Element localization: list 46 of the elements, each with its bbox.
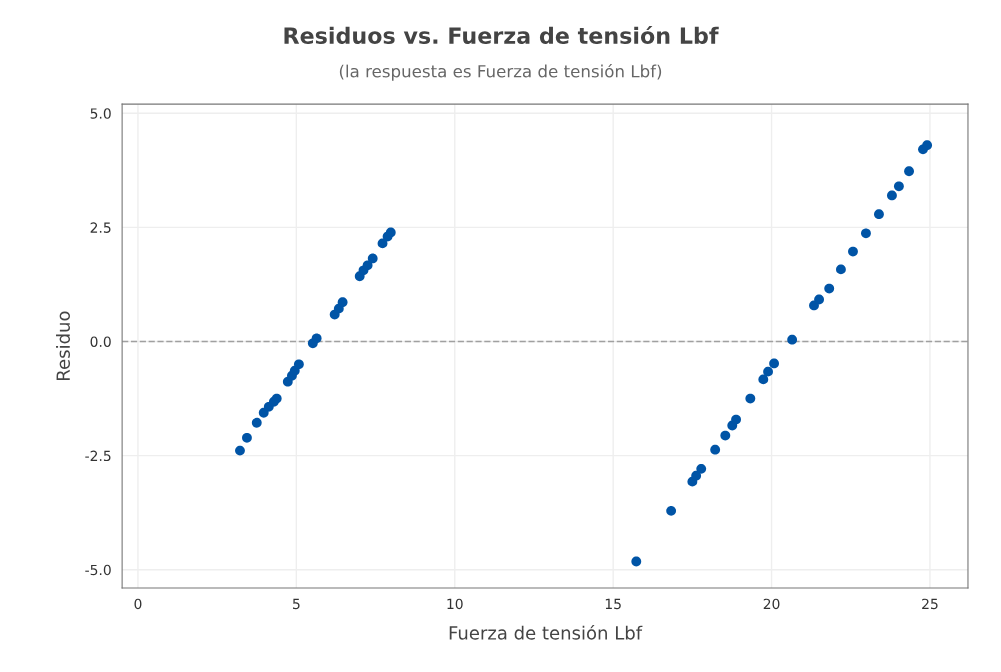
point [293,359,304,370]
y-tick-label: 2.5 [90,222,111,233]
point [904,166,914,177]
point [769,358,779,369]
point [362,260,373,271]
point [710,444,721,455]
point [814,294,824,305]
point [691,470,702,481]
point [242,432,252,443]
point [874,209,884,220]
point [251,417,262,428]
chart-title: Residuos vs. Fuerza de tensión Lbf [284,25,719,44]
x-tick-label: 15 [605,598,621,610]
y-tick-label: 5.0 [90,108,111,119]
x-tick-label: 20 [763,598,780,610]
point [763,366,773,377]
point [311,333,322,344]
y-tick-label: 0.0 [90,336,111,347]
point [836,264,846,275]
point [861,228,871,239]
point [922,140,933,151]
point [367,253,378,264]
x-tick-label: 10 [447,598,463,610]
y-tick-label: -2.5 [85,450,111,462]
x-axis-title: Fuerza de tensión Lbf [449,625,643,640]
point [894,181,904,192]
point [666,505,677,516]
x-tick-label: 0 [134,598,142,610]
point [848,246,858,257]
point [631,556,642,567]
point [696,463,707,474]
point [758,374,769,385]
y-tick-label: -5.0 [85,564,111,576]
chart-subtitle: (la respuesta es Fuerza de tensión Lbf) [339,63,662,81]
point [385,227,396,238]
point [824,283,835,294]
x-tick-label: 25 [922,598,938,610]
point [887,190,897,201]
point [720,430,731,441]
point [787,334,798,345]
point [731,414,741,425]
point [337,297,348,308]
x-tick-label: 5 [293,598,300,610]
y-axis-title: Residuo [56,311,70,380]
point [745,393,756,404]
point [235,445,245,456]
